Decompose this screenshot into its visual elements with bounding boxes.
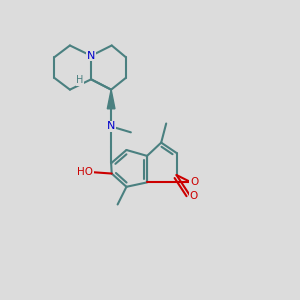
Text: N: N — [87, 51, 95, 61]
Polygon shape — [107, 90, 115, 109]
Text: H: H — [76, 75, 84, 85]
Text: O: O — [190, 177, 198, 188]
Text: H: H — [76, 75, 84, 85]
Text: N: N — [87, 51, 95, 61]
Text: HO: HO — [77, 167, 93, 177]
Text: O: O — [190, 190, 198, 201]
Text: N: N — [107, 122, 115, 131]
Text: N: N — [107, 122, 115, 131]
